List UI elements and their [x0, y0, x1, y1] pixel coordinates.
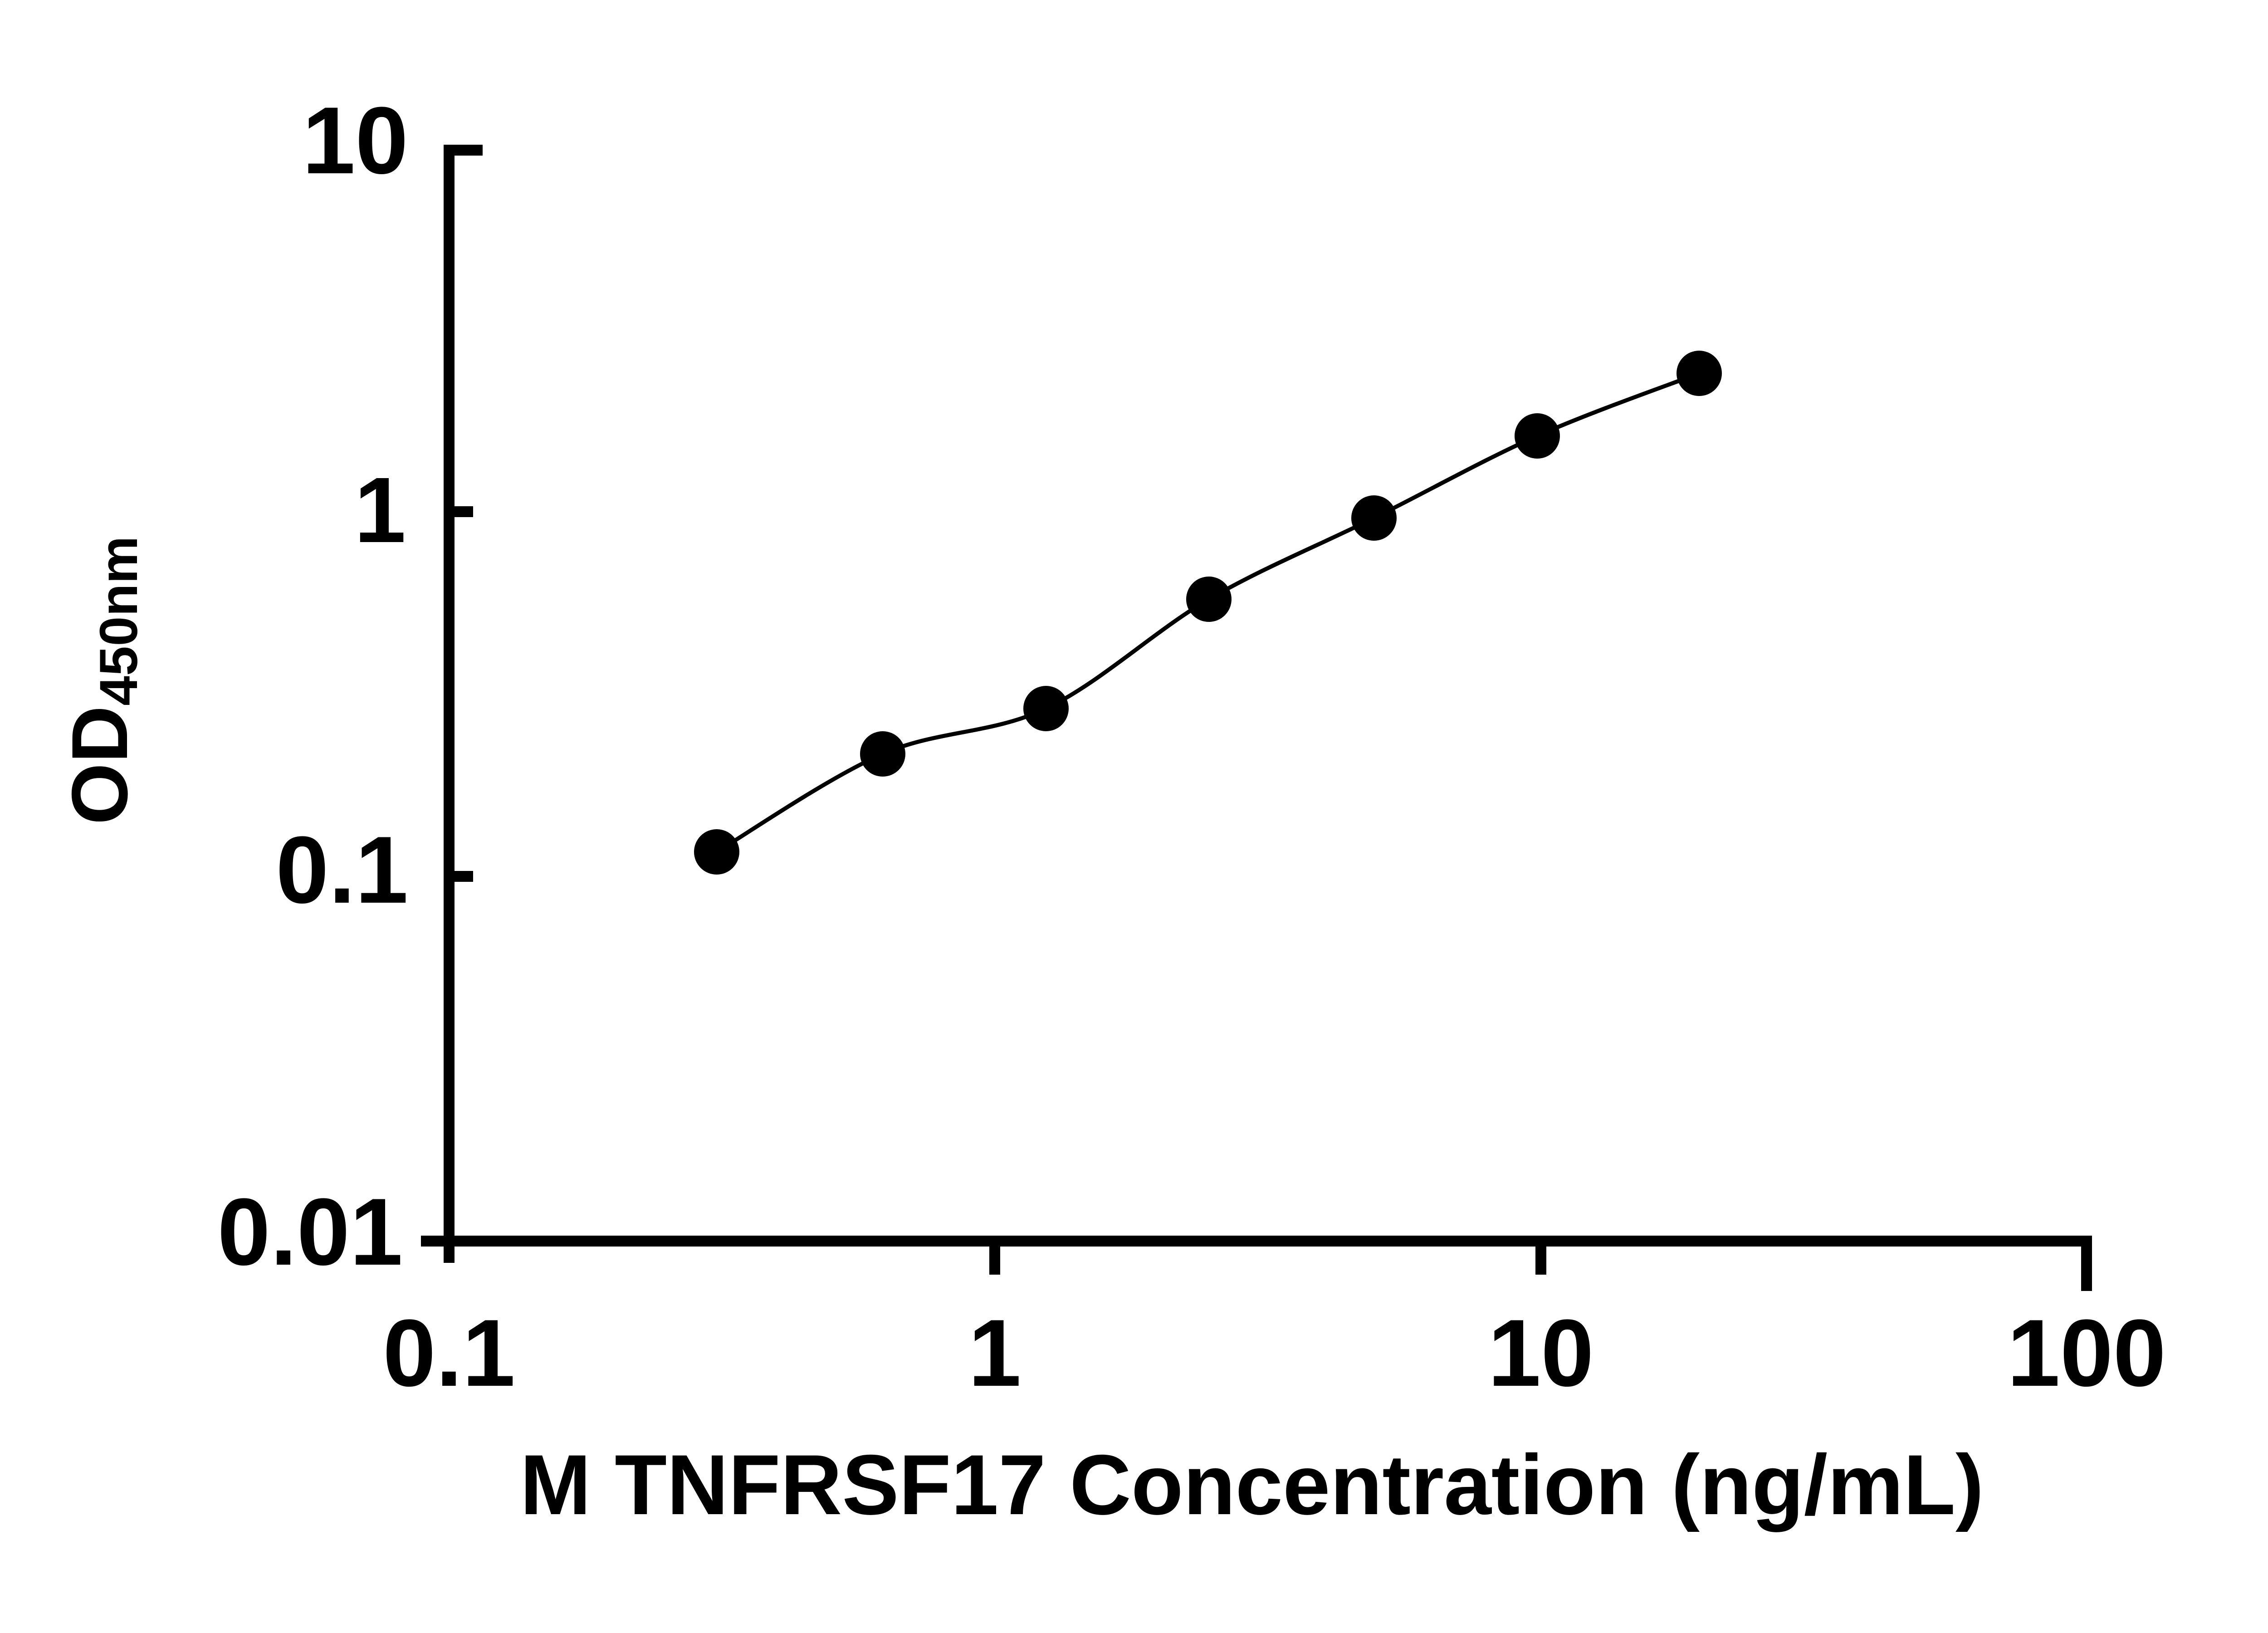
- svg-text:M TNFRSF17 Concentration (ng/m: M TNFRSF17 Concentration (ng/mL): [520, 1437, 1984, 1532]
- svg-text:100: 100: [2007, 1300, 2166, 1406]
- svg-text:1: 1: [354, 458, 406, 562]
- svg-text:10: 10: [302, 87, 408, 194]
- svg-text:OD450nm: OD450nm: [56, 536, 149, 825]
- svg-text:0.1: 0.1: [383, 1300, 515, 1406]
- svg-text:10: 10: [1488, 1300, 1594, 1406]
- svg-text:0.01: 0.01: [217, 1178, 403, 1285]
- svg-text:1: 1: [968, 1300, 1022, 1406]
- svg-text:0.1: 0.1: [276, 816, 408, 923]
